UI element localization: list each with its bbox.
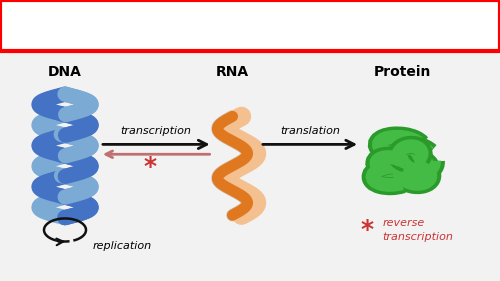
Text: replication: replication <box>92 241 152 251</box>
Text: *: * <box>144 155 156 180</box>
Text: translation: translation <box>280 126 340 136</box>
Text: DNA, Genes and Protein- BIG PPT: DNA, Genes and Protein- BIG PPT <box>10 18 402 38</box>
Text: reverse
transcription: reverse transcription <box>382 218 454 242</box>
Text: Protein: Protein <box>374 65 431 79</box>
Text: *: * <box>361 218 374 242</box>
Text: transcription: transcription <box>120 126 192 136</box>
Text: DNA: DNA <box>48 65 82 79</box>
Text: RNA: RNA <box>216 65 249 79</box>
